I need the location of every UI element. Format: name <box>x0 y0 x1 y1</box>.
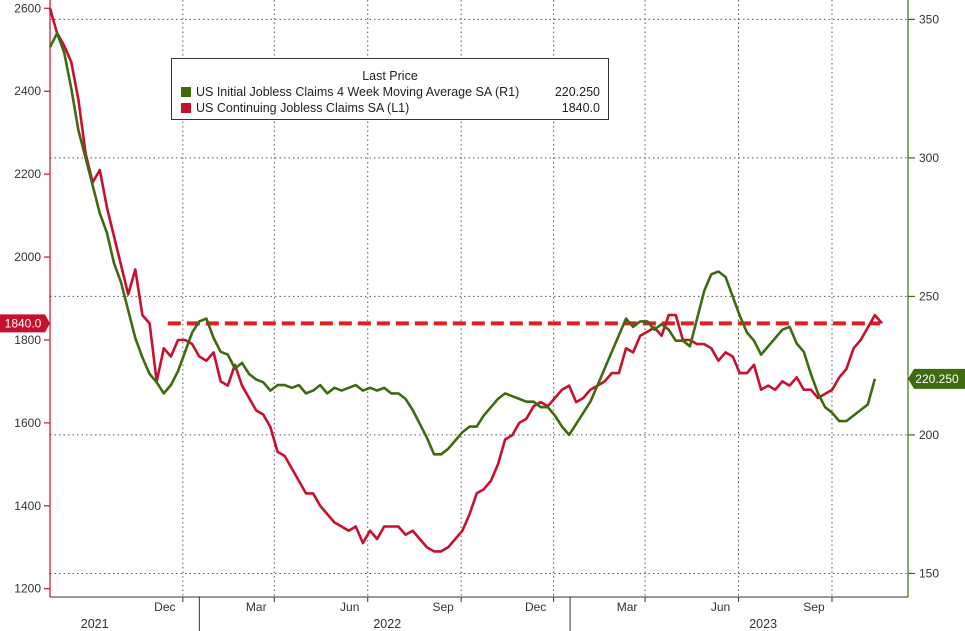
x-tick-label: Mar <box>246 600 267 614</box>
legend-label-continuing: US Continuing Jobless Claims SA (L1) <box>196 101 410 115</box>
x-tick-label: Sep <box>433 600 455 614</box>
x-year-label: 2023 <box>749 617 777 631</box>
initial-claims-line <box>48 31 877 456</box>
x-tick-label: Mar <box>617 600 638 614</box>
left-tick-label: 1800 <box>14 333 41 347</box>
x-tick-label: Dec <box>154 600 175 614</box>
right-badge-shape <box>908 368 965 389</box>
right-tick-label: 350 <box>919 12 939 26</box>
left-tick-label: 2600 <box>14 1 41 15</box>
left-badge-shape <box>0 314 50 333</box>
left-badge-value: 1840.0 <box>5 316 42 330</box>
left-tick-label: 2200 <box>14 167 41 181</box>
legend-item-continuing-claims: US Continuing Jobless Claims SA (L1) 184… <box>181 100 600 116</box>
left-tick-label: 1600 <box>14 416 41 430</box>
right-last-price-badge: 220.250 <box>908 368 965 389</box>
legend-swatch-initial <box>181 87 191 97</box>
right-tick-label: 300 <box>919 151 939 165</box>
right-tick-label: 150 <box>919 566 939 580</box>
x-tick-label: Dec <box>525 600 546 614</box>
left-tick-label: 2400 <box>14 84 41 98</box>
x-tick-label: Sep <box>803 600 825 614</box>
x-year-label: 2022 <box>373 617 401 631</box>
legend-item-initial-claims: US Initial Jobless Claims 4 Week Moving … <box>181 84 600 100</box>
x-year-label: 2021 <box>81 617 109 631</box>
legend-swatch-continuing <box>181 103 191 113</box>
axes: 1200 1400 1600 1800 2000 2200 2400 2600 150 200 25… <box>14 0 939 631</box>
legend-value-initial: 220.250 <box>554 85 600 99</box>
left-tick-label: 1400 <box>14 499 41 513</box>
x-tick-label: Jun <box>340 600 359 614</box>
legend: Last Price US Initial Jobless Claims 4 W… <box>171 58 609 120</box>
right-badge-value: 220.250 <box>915 372 959 386</box>
legend-label-initial: US Initial Jobless Claims 4 Week Moving … <box>196 85 520 99</box>
left-last-price-badge: 1840.0 <box>0 314 50 333</box>
series-initial-claims <box>48 31 877 456</box>
left-tick-label: 1200 <box>14 582 41 596</box>
right-tick-label: 200 <box>919 428 939 442</box>
legend-value-continuing: 1840.0 <box>561 101 600 115</box>
left-tick-label: 2000 <box>14 250 41 264</box>
legend-title: Last Price <box>362 69 418 83</box>
right-tick-label: 250 <box>919 289 939 303</box>
x-tick-label: Jun <box>711 600 730 614</box>
